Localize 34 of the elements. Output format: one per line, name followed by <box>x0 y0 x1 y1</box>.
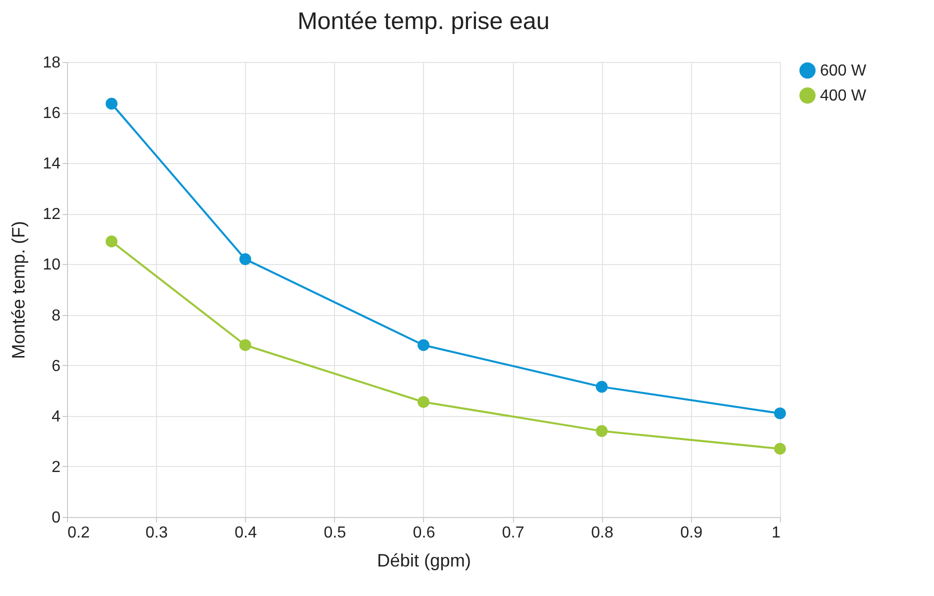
legend-label: 400 W <box>820 88 868 104</box>
point <box>106 98 118 110</box>
x-tick-label: 1 <box>772 524 781 542</box>
legend-label: 600 W <box>820 62 868 80</box>
x-tick-label: 0.5 <box>324 524 346 542</box>
x-tick-label: 0.8 <box>591 524 614 542</box>
y-tick-label: 18 <box>42 54 61 72</box>
point <box>596 425 608 437</box>
point <box>239 339 252 352</box>
point <box>418 396 430 408</box>
x-tick-label: 0.3 <box>146 524 168 542</box>
y-tick-label: 6 <box>52 358 61 375</box>
x-tick-label: 0.4 <box>234 524 257 542</box>
x-tick-label: 0.2 <box>68 524 90 542</box>
y-tick-label: 8 <box>52 307 61 324</box>
y-tick-label: 14 <box>42 156 61 173</box>
y-tick-label: 0 <box>52 510 61 526</box>
y-axis-title: Montée temp. (F) <box>8 220 29 360</box>
point <box>596 380 608 393</box>
point <box>774 407 786 420</box>
x-tick-label: 0.9 <box>680 524 703 542</box>
x-tick-label: 0.7 <box>502 524 524 542</box>
point <box>774 442 786 455</box>
x-tick-label: 0.6 <box>412 524 436 542</box>
y-tick-label: 2 <box>52 458 61 476</box>
chart-title: Montée temp. prise eau <box>297 8 550 35</box>
x-axis-title: Débit (gpm) <box>376 550 472 570</box>
y-tick-label: 16 <box>42 105 61 122</box>
y-tick-label: 4 <box>52 408 61 426</box>
y-tick-label: 12 <box>42 206 61 224</box>
y-tick-label: 10 <box>42 256 61 274</box>
point <box>106 236 118 248</box>
point <box>239 253 252 266</box>
point <box>418 339 430 352</box>
